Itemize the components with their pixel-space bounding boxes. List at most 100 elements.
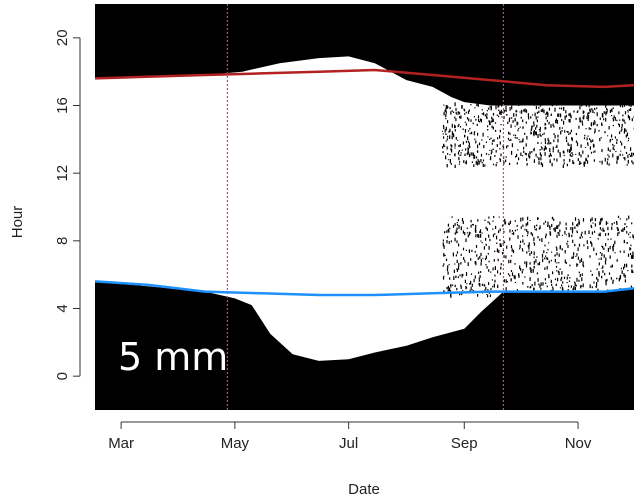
- noise-dot: [446, 268, 449, 272]
- noise-dot: [485, 237, 487, 241]
- noise-dot: [590, 122, 593, 126]
- noise-dot: [610, 265, 612, 268]
- noise-dot: [553, 158, 555, 161]
- noise-dot: [491, 125, 493, 129]
- noise-dot: [479, 255, 481, 259]
- noise-dot: [580, 233, 582, 236]
- noise-dot: [601, 160, 603, 165]
- noise-dot: [480, 234, 482, 238]
- noise-dot: [593, 144, 595, 148]
- noise-dot: [499, 158, 501, 160]
- noise-dot: [536, 256, 538, 258]
- noise-dot: [451, 135, 453, 138]
- noise-dot: [443, 144, 445, 148]
- noise-dot: [560, 292, 562, 296]
- noise-dot: [455, 111, 457, 115]
- noise-dot: [498, 115, 500, 118]
- noise-dot: [478, 282, 480, 286]
- noise-dot: [492, 148, 494, 150]
- noise-dot: [491, 120, 493, 123]
- noise-dot: [612, 124, 614, 127]
- noise-dot: [595, 284, 598, 288]
- noise-dot: [601, 245, 603, 247]
- noise-dot: [472, 153, 475, 157]
- noise-dot: [501, 111, 503, 113]
- noise-dot: [628, 108, 630, 111]
- noise-dot: [494, 279, 496, 283]
- noise-dot: [536, 272, 538, 275]
- noise-dot: [582, 123, 584, 126]
- noise-dot: [544, 145, 546, 150]
- noise-dot: [577, 263, 579, 266]
- noise-dot: [579, 273, 581, 278]
- noise-dot: [461, 105, 463, 108]
- noise-dot: [615, 151, 617, 153]
- noise-dot: [447, 120, 449, 124]
- noise-dot: [564, 259, 566, 263]
- noise-dot: [458, 123, 460, 126]
- noise-dot: [477, 219, 479, 222]
- noise-dot: [526, 163, 528, 166]
- noise-dot: [495, 129, 497, 132]
- noise-dot: [456, 268, 458, 270]
- noise-dot: [630, 244, 632, 247]
- noise-dot: [458, 145, 460, 147]
- noise-dot: [548, 155, 550, 158]
- noise-dot: [602, 227, 604, 232]
- noise-dot: [557, 232, 559, 234]
- noise-dot: [620, 129, 622, 132]
- noise-dot: [462, 274, 464, 276]
- noise-dot: [623, 227, 626, 231]
- noise-dot: [490, 107, 492, 111]
- noise-dot: [591, 108, 593, 111]
- noise-dot: [486, 116, 488, 119]
- noise-dot: [452, 284, 454, 286]
- noise-dot: [631, 222, 633, 225]
- noise-dot: [632, 234, 634, 238]
- noise-dot: [482, 163, 484, 167]
- noise-dot: [570, 147, 572, 150]
- noise-dot: [609, 109, 611, 113]
- noise-dot: [535, 131, 537, 136]
- noise-dot: [487, 252, 489, 255]
- noise-dot: [468, 249, 470, 253]
- noise-dot: [537, 134, 539, 138]
- noise-dot: [613, 145, 615, 147]
- noise-dot: [504, 218, 506, 222]
- noise-dot: [460, 115, 462, 119]
- noise-dot: [480, 259, 482, 263]
- noise-dot: [591, 217, 593, 221]
- noise-dot: [503, 241, 506, 244]
- noise-dot: [460, 284, 462, 288]
- noise-dot: [540, 109, 542, 113]
- noise-dot: [455, 254, 457, 257]
- noise-dot: [556, 225, 558, 229]
- noise-dot: [539, 152, 541, 156]
- noise-dot: [477, 144, 479, 149]
- noise-dot: [518, 274, 520, 278]
- noise-dot: [492, 119, 494, 122]
- noise-dot: [540, 154, 542, 157]
- noise-dot: [480, 262, 482, 266]
- noise-dot: [506, 245, 508, 249]
- noise-dot: [510, 270, 513, 272]
- noise-dot: [450, 144, 452, 147]
- noise-dot: [577, 256, 579, 260]
- noise-dot: [524, 261, 526, 265]
- noise-dot: [554, 227, 556, 231]
- noise-dot: [556, 103, 558, 106]
- noise-dot: [467, 111, 470, 114]
- noise-dot: [601, 252, 603, 257]
- noise-dot: [520, 226, 522, 229]
- noise-dot: [505, 109, 507, 112]
- noise-dot: [587, 117, 589, 121]
- noise-dot: [547, 142, 549, 145]
- noise-dot: [546, 285, 548, 288]
- noise-dot: [555, 119, 557, 124]
- noise-dot: [505, 279, 507, 283]
- activity-area: [95, 56, 634, 361]
- noise-dot: [578, 243, 581, 247]
- noise-dot: [451, 110, 453, 112]
- noise-dot: [510, 138, 512, 141]
- noise-dot: [481, 283, 483, 286]
